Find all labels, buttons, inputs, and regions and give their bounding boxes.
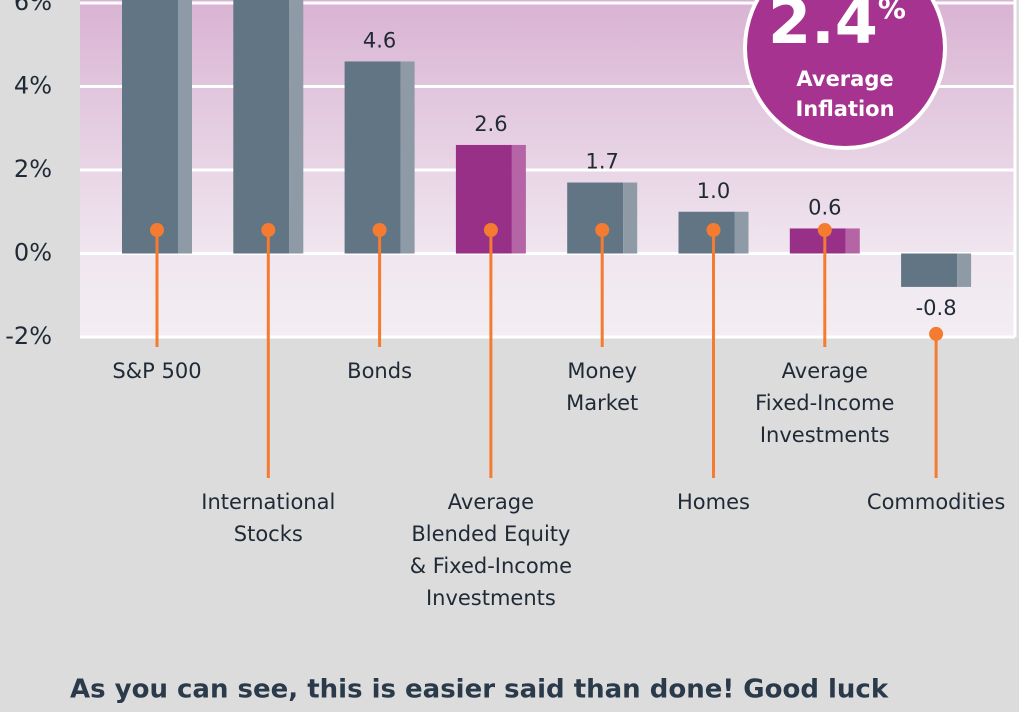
bar-face bbox=[678, 211, 735, 254]
bar bbox=[122, 0, 192, 254]
x-tick-line: Market bbox=[566, 391, 638, 415]
y-tick-label: -2% bbox=[5, 322, 52, 350]
x-tick-label: Average Fixed-Income Investments bbox=[755, 359, 894, 447]
bar-side bbox=[734, 211, 749, 254]
bar bbox=[455, 144, 526, 254]
leader-dot bbox=[372, 223, 387, 237]
bar-face bbox=[344, 61, 401, 254]
bar bbox=[789, 228, 860, 254]
x-tick-line: Stocks bbox=[234, 522, 303, 546]
x-tick-label: International Stocks bbox=[201, 490, 335, 546]
leader-dot bbox=[261, 223, 276, 237]
bar-face bbox=[455, 144, 512, 254]
x-tick-line: S&P 500 bbox=[112, 359, 201, 383]
x-tick-line: Bonds bbox=[347, 359, 412, 383]
inflation-value: 2.4% bbox=[768, 0, 906, 58]
y-tick-label: 0% bbox=[14, 239, 52, 267]
bar-side bbox=[623, 182, 638, 254]
x-tick-line: Homes bbox=[677, 490, 750, 514]
leader-dot bbox=[483, 223, 498, 237]
leader-dot bbox=[706, 223, 721, 237]
bar bbox=[233, 0, 304, 254]
bar-side bbox=[957, 253, 972, 287]
leader-dot bbox=[929, 326, 944, 341]
value-label: 2.6 bbox=[474, 112, 507, 136]
leader-dot bbox=[150, 223, 164, 237]
x-tick-label: Homes bbox=[677, 490, 750, 514]
bar bbox=[678, 211, 749, 254]
value-label: 4.6 bbox=[363, 28, 396, 52]
x-tick-line: Average bbox=[448, 490, 534, 514]
x-tick-label: Commodities bbox=[867, 490, 1005, 514]
y-tick-label: 6% bbox=[14, 0, 52, 16]
footer: As you can see, this is easier said than… bbox=[70, 675, 889, 705]
x-tick-line: Blended Equity bbox=[411, 522, 570, 546]
x-tick-line: Money bbox=[567, 359, 637, 383]
x-tick-label: S&P 500 bbox=[112, 359, 201, 383]
bar-face bbox=[567, 182, 624, 254]
leader-dot bbox=[595, 223, 610, 237]
x-tick-label: Average Blended Equity & Fixed-Income Inves… bbox=[410, 490, 572, 610]
bar-face bbox=[901, 253, 958, 287]
bar-face bbox=[122, 0, 178, 254]
x-tick-line: Average bbox=[782, 359, 868, 383]
x-tick-line: International bbox=[201, 490, 335, 514]
bar-side bbox=[289, 0, 304, 254]
bar-side bbox=[178, 0, 192, 254]
bar bbox=[344, 61, 415, 254]
value-label: 1.0 bbox=[697, 179, 730, 203]
bar-side bbox=[400, 61, 415, 254]
x-tick-line: & Fixed-Income bbox=[410, 554, 572, 578]
value-label: 1.7 bbox=[585, 150, 618, 174]
bar-side bbox=[845, 228, 860, 254]
y-tick-label: 2% bbox=[14, 155, 52, 183]
x-tick-label: Bonds bbox=[347, 359, 412, 383]
x-tick-line: Investments bbox=[426, 586, 556, 610]
bar-side bbox=[511, 144, 526, 254]
inflation-label: Average bbox=[796, 67, 893, 91]
inflation-unit: % bbox=[878, 0, 906, 25]
value-label: 0.6 bbox=[808, 195, 841, 219]
bar bbox=[901, 253, 972, 287]
x-tick-label: Money Market bbox=[566, 359, 638, 415]
y-tick-label: 4% bbox=[14, 72, 52, 100]
bar-face bbox=[789, 228, 846, 254]
bar-face bbox=[233, 0, 290, 254]
inflation-label: Inflation bbox=[795, 97, 894, 121]
bar bbox=[567, 182, 638, 254]
x-tick-line: Fixed-Income bbox=[755, 391, 894, 415]
inflation-badge bbox=[743, 0, 947, 150]
value-label: -0.8 bbox=[916, 296, 957, 320]
inflation-number: 2.4 bbox=[768, 0, 878, 58]
x-tick-line: Commodities bbox=[867, 490, 1005, 514]
leader-dot bbox=[817, 223, 832, 237]
x-tick-line: Investments bbox=[760, 423, 890, 447]
